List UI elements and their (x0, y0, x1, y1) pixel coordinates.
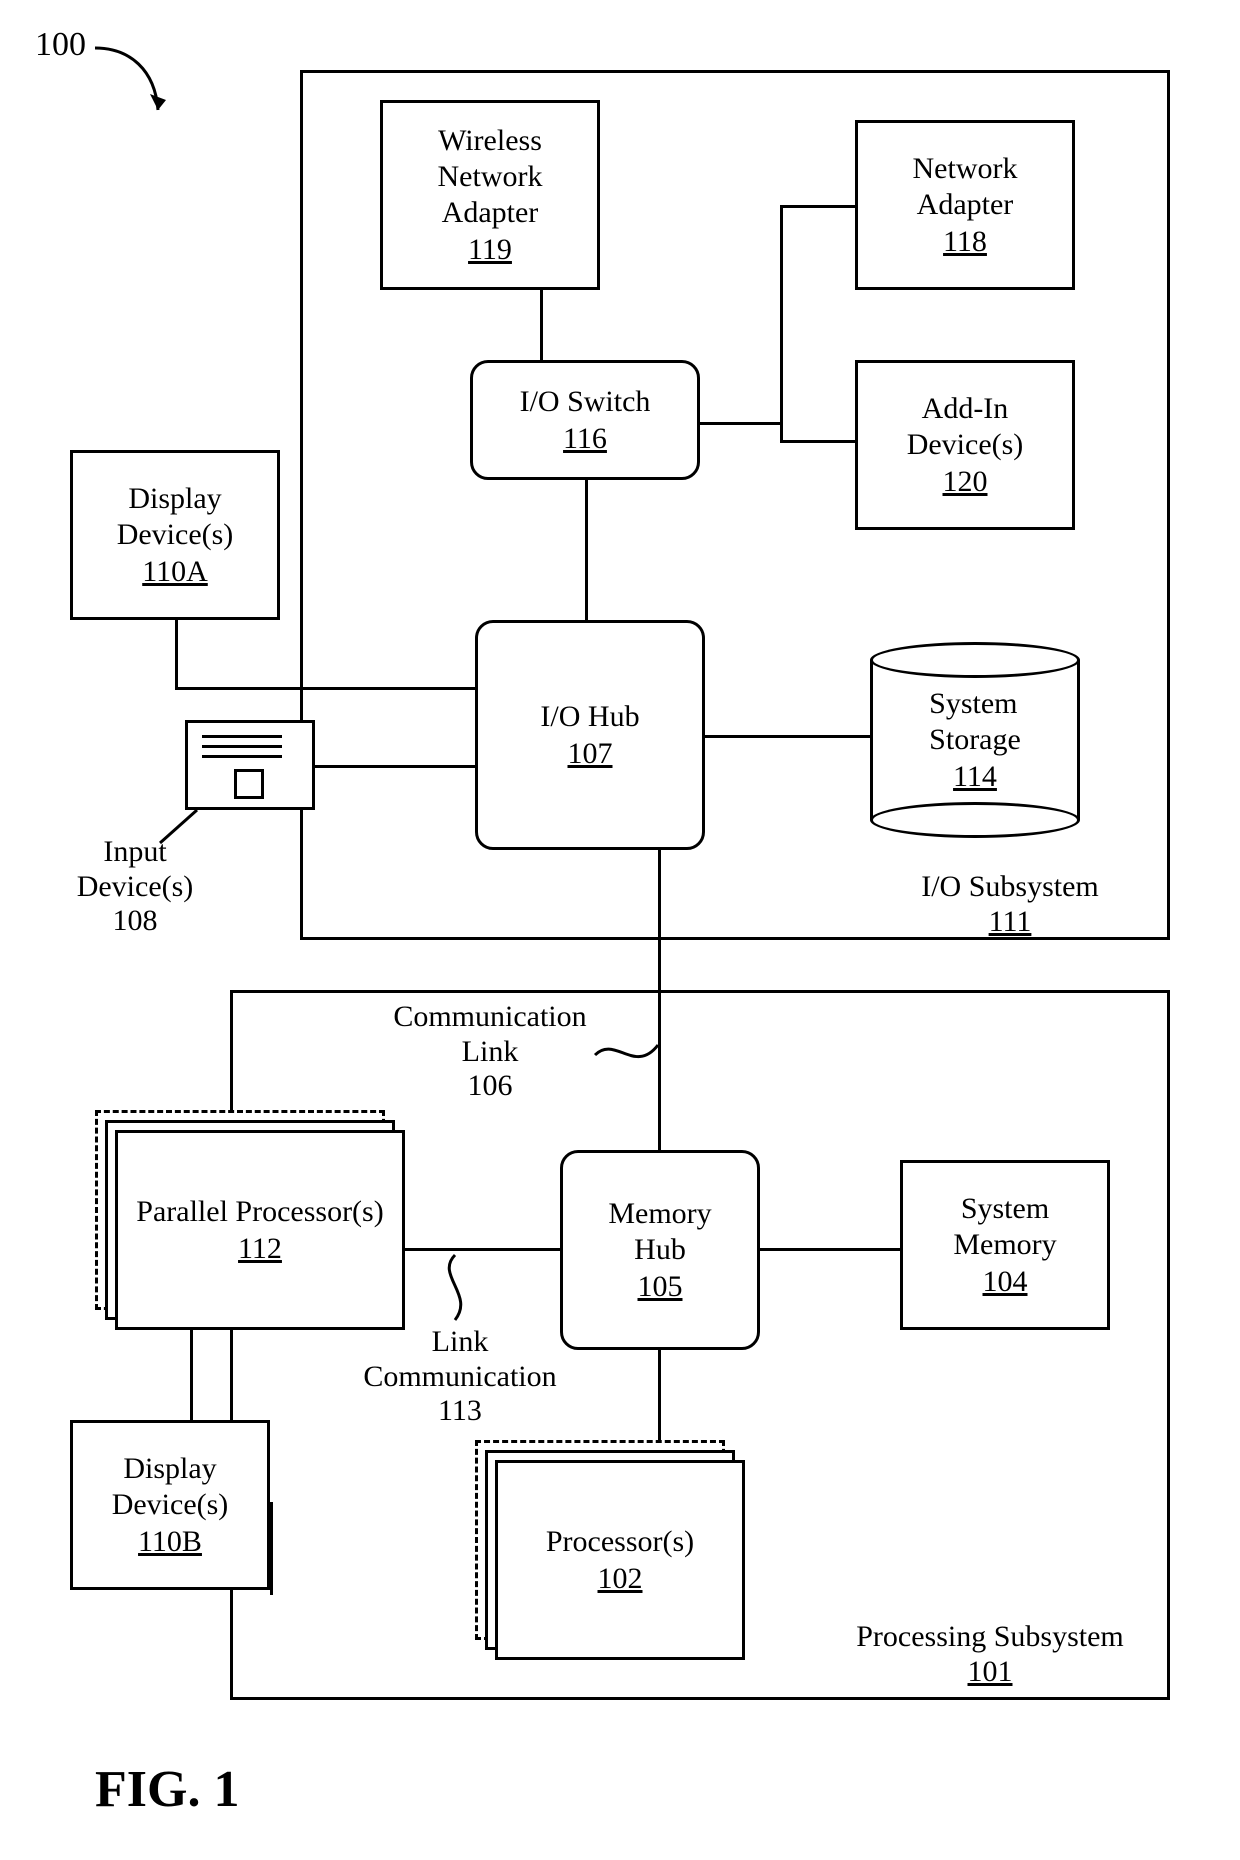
commlink-text: Communication Link (393, 1000, 586, 1068)
addin-devices-num: 120 (943, 465, 988, 499)
memory-hub-label: Memory Hub (608, 1196, 711, 1268)
edge-parallel-displayB-v2 (270, 1502, 273, 1595)
input-device-icon (185, 720, 315, 810)
figure-caption: FIG. 1 (95, 1760, 239, 1819)
io-switch-num: 116 (563, 422, 607, 456)
edge-displayA-h (175, 687, 478, 690)
addin-devices-node: Add-In Device(s) 120 (855, 360, 1075, 530)
input-device-num: 108 (113, 904, 158, 937)
commlink-label: Communication Link 106 (370, 1000, 610, 1104)
network-adapter-num: 118 (943, 225, 987, 259)
edge-ioswitch-addin-h (780, 440, 858, 443)
linkcomm-num: 113 (438, 1394, 482, 1427)
io-switch-node: I/O Switch 116 (470, 360, 700, 480)
parallel-processors-label: Parallel Processor(s) (136, 1194, 383, 1230)
edge-memhub-sysmem (760, 1248, 903, 1251)
memory-hub-node: Memory Hub 105 (560, 1150, 760, 1350)
edge-ioswitch-iohub (585, 480, 588, 623)
processors-node: Processor(s) 102 (495, 1460, 745, 1660)
processors-num: 102 (598, 1562, 643, 1596)
edge-iohub-storage (705, 735, 873, 738)
memory-hub-num: 105 (638, 1270, 683, 1304)
system-memory-label: System Memory (953, 1191, 1056, 1263)
io-switch-label: I/O Switch (520, 384, 651, 420)
display-b-num: 110B (138, 1525, 202, 1559)
system-memory-num: 104 (983, 1265, 1028, 1299)
edge-ioswitch-mid-h (700, 422, 783, 425)
processors-label: Processor(s) (546, 1524, 694, 1560)
io-hub-label: I/O Hub (540, 699, 639, 735)
system-memory-node: System Memory 104 (900, 1160, 1110, 1330)
edge-displayA-v (175, 620, 178, 690)
io-hub-num: 107 (568, 737, 613, 771)
wireless-adapter-num: 119 (468, 233, 512, 267)
figure-ref-arrow (90, 40, 180, 130)
edge-parallel-memhub (405, 1248, 563, 1251)
linkcomm-text: Link Communication (363, 1325, 556, 1393)
edge-wireless-ioswitch (540, 290, 543, 363)
network-adapter-label: Network Adapter (913, 151, 1018, 223)
system-storage-node: System Storage 114 (870, 660, 1080, 820)
display-a-node: Display Device(s) 110A (70, 450, 280, 620)
input-device-text: Input Device(s) (77, 835, 194, 903)
linkcomm-label: Link Communication 113 (340, 1325, 580, 1429)
system-storage-label: System Storage (929, 686, 1021, 758)
io-subsystem-text: I/O Subsystem (921, 870, 1099, 903)
io-subsystem-label: I/O Subsystem 111 (880, 870, 1140, 939)
parallel-processors-node: Parallel Processor(s) 112 (115, 1130, 405, 1330)
edge-ioswitch-addin-v (780, 422, 783, 443)
edge-input-iohub (315, 765, 478, 768)
addin-devices-label: Add-In Device(s) (907, 391, 1024, 463)
system-storage-num: 114 (953, 760, 997, 794)
linkcomm-lead (430, 1255, 480, 1325)
processing-subsystem-text: Processing Subsystem (856, 1620, 1124, 1653)
commlink-num: 106 (468, 1069, 513, 1102)
network-adapter-node: Network Adapter 118 (855, 120, 1075, 290)
edge-ioswitch-net-h (780, 205, 858, 208)
processing-subsystem-label: Processing Subsystem 101 (830, 1620, 1150, 1689)
input-device-label: Input Device(s) 108 (45, 835, 225, 939)
wireless-adapter-node: Wireless Network Adapter 119 (380, 100, 600, 290)
parallel-processors-num: 112 (238, 1232, 282, 1266)
display-b-label: Display Device(s) (112, 1451, 229, 1523)
io-subsystem-num: 111 (989, 905, 1032, 938)
display-a-num: 110A (142, 555, 208, 589)
edge-ioswitch-net-v (780, 205, 783, 425)
wireless-adapter-label: Wireless Network Adapter (438, 123, 543, 231)
display-a-label: Display Device(s) (117, 481, 234, 553)
display-b-node: Display Device(s) 110B (70, 1420, 270, 1590)
processing-subsystem-num: 101 (968, 1655, 1013, 1688)
edge-iohub-memhub (658, 850, 661, 1153)
figure-ref-label: 100 (35, 25, 86, 64)
io-hub-node: I/O Hub 107 (475, 620, 705, 850)
